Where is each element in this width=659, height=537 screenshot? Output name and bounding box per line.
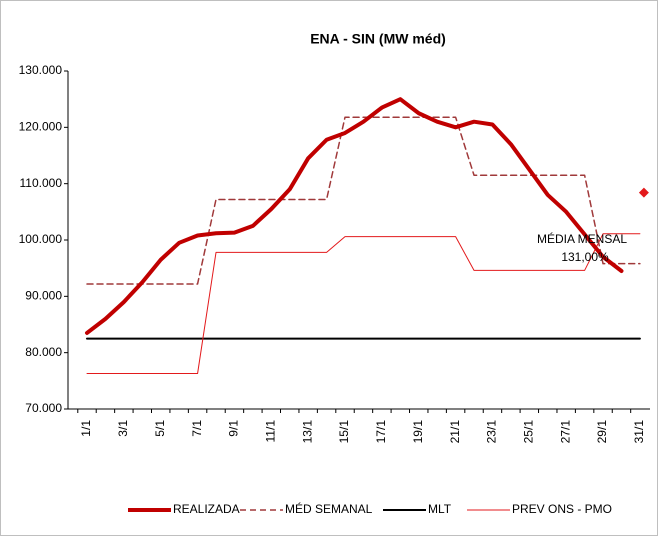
series-line [86, 233, 641, 375]
y-tick-label: 120.000 [19, 120, 63, 134]
x-tick-label: 9/1 [227, 420, 241, 437]
annotation: MÉDIA MENSAL [537, 231, 627, 246]
legend-label: REALIZADA [173, 502, 240, 516]
y-tick-label: 70.000 [25, 401, 62, 415]
x-tick-label: 7/1 [190, 420, 204, 437]
legend-label: MLT [428, 502, 452, 516]
x-tick-label: 5/1 [153, 420, 167, 437]
x-tick-label: 17/1 [374, 420, 388, 444]
x-tick-label: 11/1 [263, 420, 277, 443]
y-tick-label: 80.000 [25, 345, 62, 359]
x-tick-label: 19/1 [411, 420, 425, 444]
x-tick-label: 27/1 [558, 420, 572, 444]
legend-label: PREV ONS - PMO [512, 502, 612, 516]
x-tick-label: 3/1 [116, 420, 130, 437]
chart-title: ENA - SIN (MW méd) [310, 31, 446, 47]
series-line [86, 116, 641, 285]
y-tick-label: 130.000 [19, 63, 63, 77]
x-tick-label: 21/1 [448, 420, 462, 444]
x-tick-label: 31/1 [632, 420, 646, 444]
x-tick-label: 13/1 [300, 420, 314, 444]
x-tick-label: 29/1 [595, 420, 609, 444]
series-line [85, 97, 624, 335]
x-tick-label: 23/1 [485, 420, 499, 444]
x-tick-label: 25/1 [521, 420, 535, 444]
x-tick-label: 1/1 [79, 420, 93, 437]
legend-label: MÉD SEMANAL [285, 501, 373, 516]
y-tick-label: 90.000 [25, 289, 62, 303]
y-tick-label: 110.000 [20, 176, 63, 190]
monthly-mean-marker [638, 187, 649, 198]
annotation: 131,00% [561, 250, 609, 264]
y-tick-label: 100.000 [19, 232, 63, 246]
x-tick-label: 15/1 [337, 420, 351, 444]
